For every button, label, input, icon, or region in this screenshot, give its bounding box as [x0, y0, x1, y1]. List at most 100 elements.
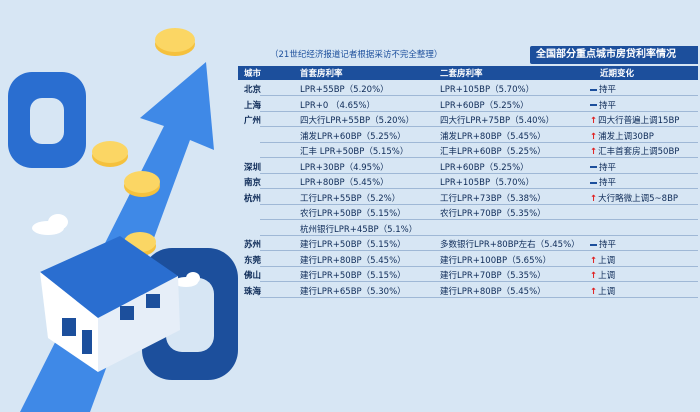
city-cell: 东莞 [244, 255, 262, 266]
second-home-rate-cell: LPR+60BP（5.25%） [440, 100, 529, 111]
city-cell: 北京 [244, 85, 262, 95]
up-arrow-icon: ↑ [590, 255, 598, 266]
flat-trend-icon [590, 166, 597, 168]
city-cell: 杭州 [244, 193, 262, 204]
first-home-rate-cell: 建行LPR+80BP（5.45%） [300, 255, 406, 266]
up-arrow-icon: ↑ [590, 116, 598, 126]
change-cell: 持平 [590, 176, 616, 188]
column-header-recent-change: 近期变化 [600, 69, 635, 79]
table-row: 南京 LPR+80BP（5.45%） LPR+105BP（5.70%） 持平 [238, 174, 698, 189]
flat-trend-icon [590, 104, 597, 106]
first-home-rate-cell: 汇丰 LPR+50BP（5.15%） [300, 147, 409, 157]
first-home-rate-cell: LPR+0 （4.65%） [300, 100, 376, 111]
change-text: 持平 [599, 240, 617, 250]
page-title: 全国部分重点城市房贷利率情况 [530, 46, 698, 64]
row-divider [260, 203, 698, 205]
first-home-rate-cell: LPR+80BP（5.45%） [300, 178, 389, 188]
city-cell: 苏州 [244, 240, 262, 250]
second-home-rate-cell: 建行LPR+80BP（5.45%） [440, 286, 546, 297]
house-icon [40, 236, 180, 372]
flat-trend-icon [590, 181, 597, 184]
row-divider [260, 265, 698, 267]
up-arrow-icon: ↑ [590, 193, 598, 204]
table-row: 深圳 LPR+30BP（4.95%） LPR+60BP（5.25%） 持平 [238, 159, 698, 174]
change-cell: ↑四大行普遍上调15BP [590, 114, 679, 126]
up-arrow-icon: ↑ [590, 131, 598, 142]
change-cell: ↑上调 [590, 254, 615, 266]
table-row: 东莞 建行LPR+80BP（5.45%） 建行LPR+100BP（5.65%） ↑上调 [238, 252, 698, 267]
second-home-rate-cell: 建行LPR+70BP（5.35%） [440, 271, 546, 281]
change-cell: ↑浦发上调30BP [590, 130, 654, 142]
coin-icon [92, 28, 195, 256]
second-home-rate-cell: 建行LPR+100BP（5.65%） [440, 255, 552, 266]
column-header-first-home-rate: 首套房利率 [300, 69, 343, 79]
first-home-rate-cell: 工行LPR+55BP（5.2%） [300, 193, 401, 204]
change-text: 持平 [599, 85, 617, 95]
table-row: 广州 四大行LPR+55BP（5.20%） 四大行LPR+75BP（5.40%） ↑四… [238, 112, 698, 127]
cloud-icon [32, 214, 200, 287]
first-home-rate-cell: 杭州银行LPR+45BP（5.1%） [300, 224, 418, 235]
second-home-rate-cell: 多数银行LPR+80BP左右（5.45%） [440, 240, 580, 250]
change-cell: ↑上调 [590, 285, 615, 297]
flat-trend-icon [590, 88, 597, 91]
second-home-rate-cell: LPR+105BP（5.70%） [440, 85, 535, 95]
change-text: 大行略微上调5~8BP [598, 193, 679, 204]
first-home-rate-cell: 建行LPR+50BP（5.15%） [300, 240, 406, 250]
table-row: 汇丰 LPR+50BP（5.15%） 汇丰LPR+60BP（5.25%） ↑汇丰首套… [238, 143, 698, 158]
table-row: 杭州 工行LPR+55BP（5.2%） 工行LPR+73BP（5.38%） ↑大行略微… [238, 190, 698, 205]
second-home-rate-cell: LPR+105BP（5.70%） [440, 178, 535, 188]
city-cell: 广州 [244, 116, 262, 126]
change-text: 持平 [599, 178, 617, 188]
change-cell: ↑上调 [590, 269, 615, 281]
change-text: 持平 [599, 100, 617, 111]
city-cell: 珠海 [244, 286, 262, 297]
table-row: 农行LPR+50BP（5.15%） 农行LPR+70BP（5.35%） [238, 205, 698, 220]
up-arrow-icon: ↑ [590, 286, 598, 297]
row-divider [260, 188, 698, 189]
change-cell: 持平 [590, 83, 616, 95]
first-home-rate-cell: 建行LPR+50BP（5.15%） [300, 271, 406, 281]
first-home-rate-cell: LPR+30BP（4.95%） [300, 162, 389, 173]
city-cell: 南京 [244, 178, 262, 188]
row-divider [260, 126, 698, 127]
row-divider [260, 234, 698, 236]
second-home-rate-cell: 四大行LPR+75BP（5.40%） [440, 116, 555, 126]
table-row: 杭州银行LPR+45BP（5.1%） [238, 221, 698, 236]
row-divider [260, 296, 698, 298]
change-text: 上调 [598, 271, 616, 281]
row-divider [260, 157, 698, 158]
change-text: 四大行普遍上调15BP [598, 116, 680, 126]
row-divider [260, 219, 698, 220]
row-divider [260, 172, 698, 174]
change-text: 上调 [598, 255, 616, 266]
change-cell: ↑大行略微上调5~8BP [590, 192, 678, 204]
table-row: 珠海 建行LPR+65BP（5.30%） 建行LPR+80BP（5.45%） ↑上调 [238, 283, 698, 298]
table-row: 北京 LPR+55BP（5.20%） LPR+105BP（5.70%） 持平 [238, 81, 698, 96]
first-home-rate-cell: LPR+55BP（5.20%） [300, 85, 389, 95]
change-text: 汇丰首套房上调50BP [598, 147, 680, 157]
column-header-city: 城市 [244, 69, 262, 79]
city-cell: 深圳 [244, 162, 262, 173]
change-cell: ↑汇丰首套房上调50BP [590, 145, 679, 157]
up-arrow-icon: ↑ [590, 271, 598, 281]
second-home-rate-cell: LPR+60BP（5.25%） [440, 162, 529, 173]
first-home-rate-cell: 四大行LPR+55BP（5.20%） [300, 116, 415, 126]
city-cell: 上海 [244, 100, 262, 111]
row-divider [260, 250, 698, 251]
city-cell: 佛山 [244, 271, 262, 281]
table-row: 浦发LPR+60BP（5.25%） 浦发LPR+80BP（5.45%） ↑浦发上调3… [238, 128, 698, 143]
change-cell: 持平 [590, 238, 616, 250]
source-note: （21世纪经济报道记者根据采访不完全整理） [270, 50, 443, 60]
table-row: 上海 LPR+0 （4.65%） LPR+60BP（5.25%） 持平 [238, 97, 698, 112]
change-cell: 持平 [590, 161, 616, 173]
second-home-rate-cell: 汇丰LPR+60BP（5.25%） [440, 147, 546, 157]
change-cell: 持平 [590, 99, 616, 111]
row-divider [260, 95, 698, 96]
up-arrow-icon: ↑ [590, 147, 598, 157]
table-header: 城市 首套房利率 二套房利率 近期变化 [238, 66, 698, 80]
flat-trend-icon [590, 243, 597, 246]
second-home-rate-cell: 浦发LPR+80BP（5.45%） [440, 131, 546, 142]
first-home-rate-cell: 建行LPR+65BP（5.30%） [300, 286, 406, 297]
first-home-rate-cell: 浦发LPR+60BP（5.25%） [300, 131, 406, 142]
